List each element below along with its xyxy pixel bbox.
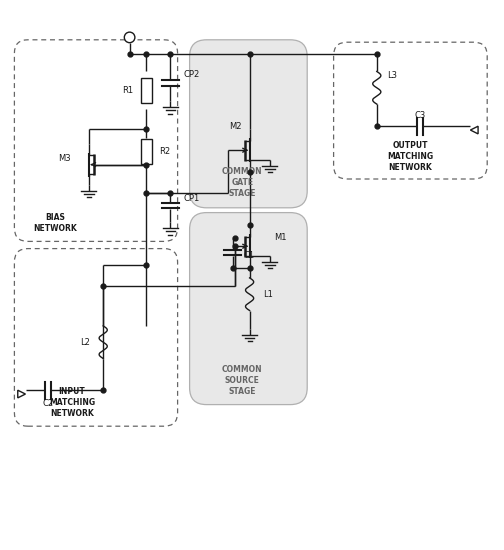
- Circle shape: [124, 32, 135, 43]
- FancyBboxPatch shape: [190, 213, 307, 405]
- Text: CP1: CP1: [184, 194, 200, 203]
- Text: L3: L3: [388, 72, 397, 80]
- Text: L1: L1: [263, 290, 273, 299]
- Text: C2: C2: [42, 399, 53, 408]
- Text: COMMON
SOURCE
STAGE: COMMON SOURCE STAGE: [222, 365, 263, 397]
- FancyBboxPatch shape: [190, 40, 307, 208]
- Text: M3: M3: [58, 155, 71, 163]
- Bar: [141, 78, 152, 103]
- Text: INPUT
MATCHING
NETWORK: INPUT MATCHING NETWORK: [49, 387, 95, 418]
- Text: R2: R2: [159, 147, 170, 156]
- Text: R1: R1: [122, 86, 134, 95]
- Text: +: +: [125, 32, 134, 42]
- Text: BIAS
NETWORK: BIAS NETWORK: [33, 213, 77, 233]
- Text: M2: M2: [229, 122, 241, 131]
- Text: COMMON
GATE
STAGE: COMMON GATE STAGE: [222, 167, 263, 198]
- Text: L2: L2: [80, 338, 90, 346]
- Bar: [141, 139, 152, 164]
- Text: CP2: CP2: [184, 70, 200, 79]
- Text: C3: C3: [414, 111, 425, 120]
- Text: OUTPUT
MATCHING
NETWORK: OUTPUT MATCHING NETWORK: [388, 141, 433, 172]
- Text: M1: M1: [275, 233, 287, 242]
- Text: C1: C1: [243, 251, 255, 260]
